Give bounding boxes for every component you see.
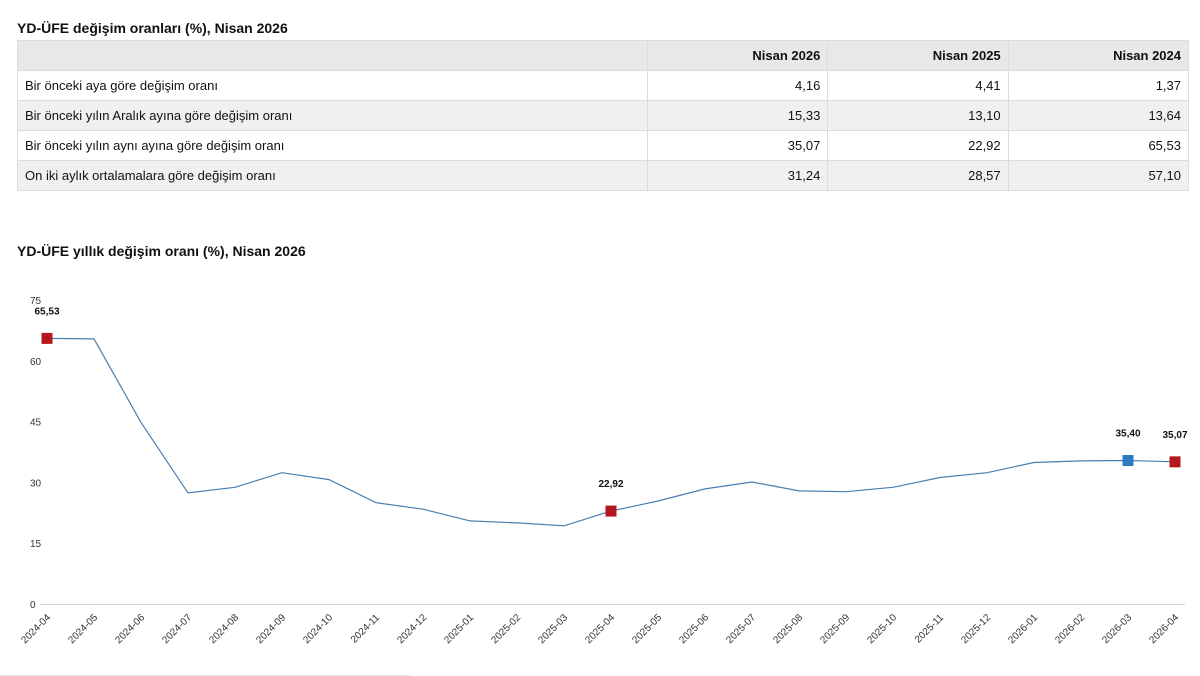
cell-value: 4,16 xyxy=(646,70,829,101)
annual-change-line-chart: 0 15 30 45 60 75 2024-04 2024-05 2024-06 2024-07 2… xyxy=(19,296,1188,646)
table-row: Bir önceki aya göre değişim oranı 4,16 4… xyxy=(17,70,1190,101)
data-label: 65,53 xyxy=(34,306,59,317)
table-row: On iki aylık ortalamalara göre değişim o… xyxy=(17,160,1190,191)
x-tick-label: 2025-04 xyxy=(583,612,617,646)
cell-value: 13,10 xyxy=(827,100,1009,131)
y-tick-label: 60 xyxy=(30,357,42,368)
data-point-marker xyxy=(605,505,617,517)
x-tick-label: 2024-04 xyxy=(19,612,53,646)
x-tick-label: 2025-01 xyxy=(442,612,476,646)
row-label: Bir önceki yılın aynı ayına göre değişim… xyxy=(17,130,648,161)
x-tick-label: 2025-07 xyxy=(724,612,758,646)
row-label: Bir önceki yılın Aralık ayına göre değiş… xyxy=(17,100,648,131)
x-tick-label: 2025-02 xyxy=(489,612,523,646)
x-tick-label: 2026-03 xyxy=(1100,612,1134,646)
x-tick-label: 2026-02 xyxy=(1053,612,1087,646)
cell-value: 22,92 xyxy=(827,130,1009,161)
cell-value: 65,53 xyxy=(1007,130,1190,161)
cell-value: 57,10 xyxy=(1007,160,1190,191)
table-header-row: Nisan 2026 Nisan 2025 Nisan 2024 xyxy=(17,40,1190,71)
cell-value: 35,07 xyxy=(646,130,829,161)
data-label: 35,40 xyxy=(1115,429,1140,440)
row-label: On iki aylık ortalamalara göre değişim o… xyxy=(17,160,648,191)
x-tick-label: 2025-11 xyxy=(913,612,947,646)
x-tick-label: 2024-11 xyxy=(349,612,383,646)
y-tick-label: 15 xyxy=(30,539,42,550)
table-row: Bir önceki yılın Aralık ayına göre değiş… xyxy=(17,100,1190,131)
x-tick-label: 2024-06 xyxy=(113,612,147,646)
series-line xyxy=(46,337,1176,527)
x-tick-label: 2025-06 xyxy=(677,612,711,646)
table-row: Bir önceki yılın aynı ayına göre değişim… xyxy=(17,130,1190,161)
data-label: 35,07 xyxy=(1162,430,1187,441)
x-tick-label: 2026-01 xyxy=(1006,612,1040,646)
y-tick-label: 0 xyxy=(30,600,36,611)
cell-value: 31,24 xyxy=(646,160,829,191)
cell-value: 28,57 xyxy=(827,160,1009,191)
column-header-2025: Nisan 2025 xyxy=(827,40,1009,71)
data-point-marker xyxy=(1169,456,1181,468)
data-point-marker xyxy=(41,332,53,344)
y-tick-label: 45 xyxy=(30,418,42,429)
chart-title: YD-ÜFE yıllık değişim oranı (%), Nisan 2… xyxy=(17,243,306,259)
column-header-label xyxy=(17,40,648,71)
cell-value: 15,33 xyxy=(646,100,829,131)
y-tick-label: 30 xyxy=(30,478,42,489)
row-label: Bir önceki aya göre değişim oranı xyxy=(17,70,648,101)
x-tick-label: 2025-12 xyxy=(959,612,993,646)
cell-value: 4,41 xyxy=(827,70,1009,101)
x-tick-label: 2024-10 xyxy=(301,612,335,646)
data-label: 22,92 xyxy=(598,479,623,490)
x-tick-label: 2025-08 xyxy=(771,612,805,646)
x-tick-label: 2025-03 xyxy=(536,612,570,646)
x-tick-label: 2024-09 xyxy=(254,612,288,646)
x-tick-label: 2025-09 xyxy=(818,612,852,646)
x-tick-label: 2024-08 xyxy=(207,612,241,646)
column-header-2024: Nisan 2024 xyxy=(1007,40,1190,71)
column-header-2026: Nisan 2026 xyxy=(646,40,829,71)
table-title: YD-ÜFE değişim oranları (%), Nisan 2026 xyxy=(17,20,288,36)
x-tick-label: 2025-05 xyxy=(630,612,664,646)
cell-value: 13,64 xyxy=(1007,100,1190,131)
x-tick-label: 2024-07 xyxy=(160,612,194,646)
data-point-marker xyxy=(1122,455,1134,467)
x-tick-label: 2025-10 xyxy=(865,612,899,646)
x-tick-label: 2026-04 xyxy=(1147,612,1181,646)
cell-value: 1,37 xyxy=(1007,70,1190,101)
change-rates-table: Nisan 2026 Nisan 2025 Nisan 2024 Bir önc… xyxy=(17,40,1190,191)
x-tick-label: 2024-05 xyxy=(66,612,100,646)
x-tick-label: 2024-12 xyxy=(395,612,429,646)
y-tick-label: 75 xyxy=(30,296,42,307)
